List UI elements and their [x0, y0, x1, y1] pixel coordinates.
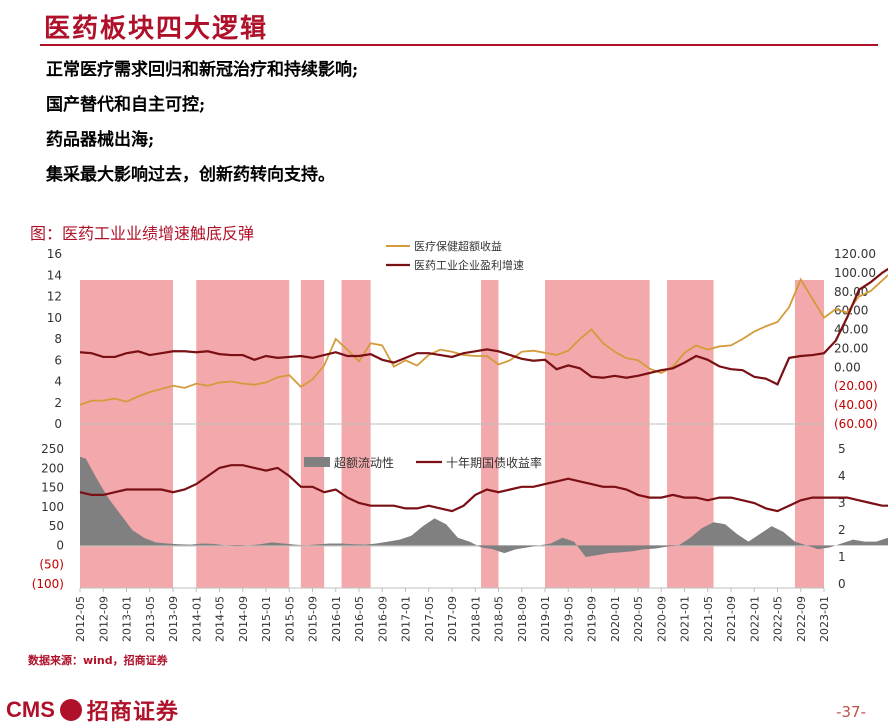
- brand-logo-text: CMS: [6, 697, 55, 722]
- x-tick-label: 2016-01: [330, 596, 343, 642]
- lower-left-tick: 0: [56, 538, 64, 552]
- source-note: 数据来源：wind，招商证券: [28, 654, 168, 667]
- page-title: 医药板块四大逻辑: [44, 14, 269, 44]
- x-tick-label: 2015-05: [283, 596, 296, 642]
- brand-logo-icon: [59, 699, 82, 721]
- shaded-period-6: [545, 280, 650, 588]
- x-tick-label: 2015-09: [307, 596, 320, 642]
- upper-right-tick: 0.00: [834, 360, 861, 374]
- x-tick-label: 2020-09: [655, 596, 668, 642]
- x-tick-label: 2021-09: [725, 596, 738, 642]
- x-tick-label: 2021-01: [679, 596, 692, 642]
- brand-logo-cn: 招商证券: [86, 699, 179, 725]
- x-tick-label: 2018-01: [469, 596, 482, 642]
- upper-right-tick: (20.00): [834, 379, 878, 393]
- upper-left-tick: 16: [47, 247, 62, 261]
- series-10y-bond-yield-line: [79, 464, 888, 513]
- series-healthcare-excess-return-line: [79, 273, 888, 406]
- x-tick-label: 2020-05: [632, 596, 645, 642]
- legend-excess-return-label: 医疗保健超额收益: [414, 239, 502, 253]
- upper-right-tick: (40.00): [834, 398, 878, 412]
- lower-right-tick: 5: [838, 442, 846, 456]
- upper-right-tick: 100.00: [834, 266, 876, 280]
- shaded-period-5: [481, 280, 499, 588]
- x-tick-label: 2014-09: [237, 596, 250, 642]
- bullet-3: 药品器械出海;: [46, 130, 155, 150]
- legend-liquidity-swatch: [304, 457, 330, 467]
- chart-area: 0246810121416(60.00)(40.00)(20.00)0.0020…: [32, 239, 888, 642]
- x-tick-label: 2012-09: [97, 596, 110, 642]
- lower-left-tick: 200: [41, 461, 64, 475]
- lower-right-tick: 4: [838, 469, 846, 483]
- title-divider: [40, 44, 878, 46]
- lower-left-tick: 100: [41, 500, 64, 514]
- x-tick-label: 2019-01: [539, 596, 552, 642]
- upper-right-tick: 20.00: [834, 341, 868, 355]
- shaded-period-2: [196, 280, 290, 588]
- upper-left-tick: 8: [54, 332, 62, 346]
- upper-left-tick: 4: [54, 375, 62, 389]
- upper-left-tick: 2: [54, 396, 62, 410]
- upper-left-tick: 14: [47, 268, 62, 282]
- legend-bond-yield-label: 十年期国债收益率: [446, 455, 542, 470]
- figure-caption: 图：医药工业业绩增速触底反弹: [30, 224, 255, 243]
- lower-right-tick: 2: [838, 523, 846, 537]
- x-tick-label: 2016-09: [376, 596, 389, 642]
- shaded-period-3: [300, 280, 325, 588]
- lower-right-tick: 1: [838, 550, 846, 564]
- x-tick-label: 2019-09: [586, 596, 599, 642]
- x-tick-label: 2017-05: [423, 596, 436, 642]
- bullet-4: 集采最大影响过去，创新药转向支持。: [46, 165, 335, 185]
- shaded-period-8: [794, 280, 824, 588]
- x-tick-label: 2023-01: [818, 596, 831, 642]
- x-tick-label: 2017-09: [446, 596, 459, 642]
- upper-left-tick: 0: [54, 417, 62, 431]
- legend-liquidity-label: 超额流动性: [334, 455, 394, 470]
- upper-right-tick: (60.00): [834, 417, 878, 431]
- lower-left-tick: (50): [39, 558, 64, 572]
- x-tick-label: 2022-05: [772, 596, 785, 642]
- x-tick-label: 2013-09: [167, 596, 180, 642]
- bullet-list: 正常医疗需求回归和新冠治疗和持续影响; 国产替代和自主可控; 药品器械出海; 集…: [46, 60, 358, 200]
- x-tick-label: 2019-05: [562, 596, 575, 642]
- shaded-period-4: [341, 280, 371, 588]
- x-tick-label: 2012-05: [74, 596, 87, 642]
- page-number: -37-: [836, 703, 866, 721]
- x-tick-label: 2014-05: [214, 596, 227, 642]
- x-tick-label: 2021-05: [702, 596, 715, 642]
- brand-logo: CMS 招商证券: [6, 694, 179, 726]
- bullet-1: 正常医疗需求回归和新冠治疗和持续影响;: [46, 60, 359, 80]
- x-tick-label: 2015-01: [260, 596, 273, 642]
- series-pharma-profit-growth-line: [79, 267, 888, 386]
- lower-right-tick: 0: [838, 577, 846, 591]
- bullet-2: 国产替代和自主可控;: [46, 95, 206, 115]
- x-tick-label: 2013-01: [121, 596, 134, 642]
- upper-left-tick: 6: [54, 353, 62, 367]
- x-tick-label: 2014-01: [190, 596, 203, 642]
- lower-right-tick: 3: [838, 496, 846, 510]
- x-tick-label: 2016-05: [353, 596, 366, 642]
- upper-left-tick: 12: [47, 290, 62, 304]
- upper-left-tick: 10: [47, 311, 62, 325]
- x-tick-label: 2013-05: [144, 596, 157, 642]
- x-tick-label: 2022-09: [795, 596, 808, 642]
- x-tick-label: 2020-01: [609, 596, 622, 642]
- lower-left-tick: 150: [41, 481, 64, 495]
- x-tick-label: 2018-09: [516, 596, 529, 642]
- x-tick-label: 2018-05: [493, 596, 506, 642]
- upper-right-tick: 120.00: [834, 247, 876, 261]
- lower-left-tick: 250: [41, 442, 64, 456]
- x-tick-label: 2017-01: [400, 596, 413, 642]
- lower-left-tick: 50: [49, 519, 64, 533]
- lower-left-tick: (100): [32, 577, 64, 591]
- x-tick-label: 2022-01: [748, 596, 761, 642]
- legend-profit-growth-label: 医药工业企业盈利增速: [414, 258, 524, 272]
